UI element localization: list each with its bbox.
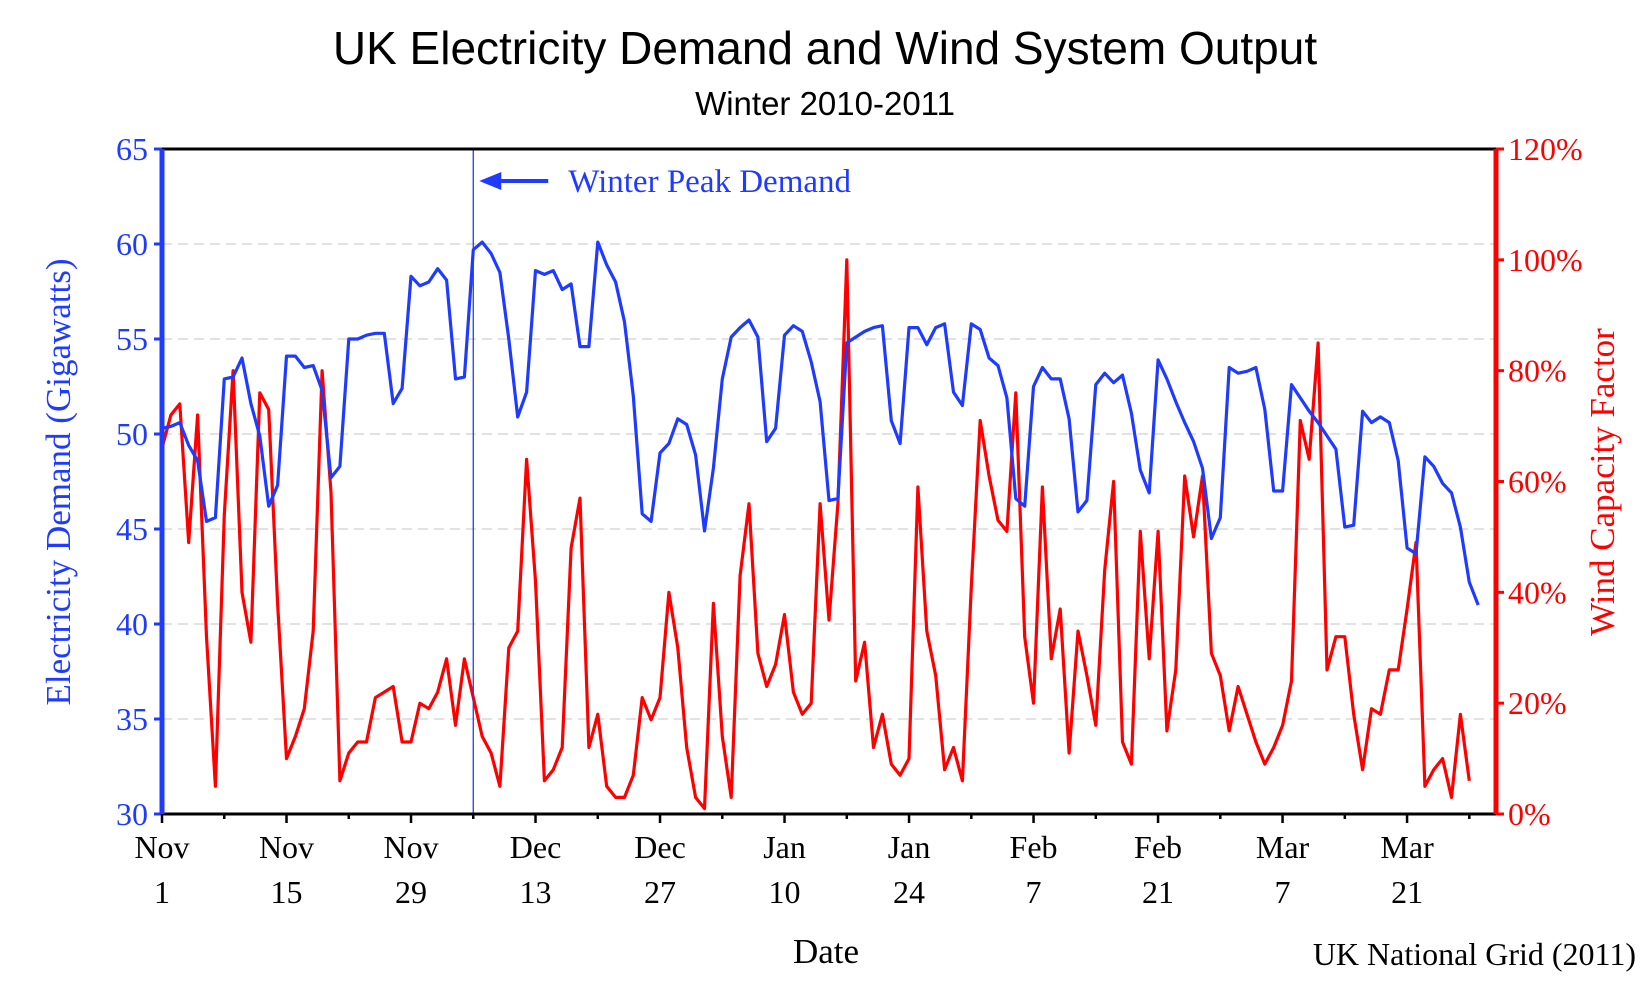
x-tick-month-7: Feb <box>1010 829 1058 865</box>
left-tick-label-1: 35 <box>116 701 148 737</box>
x-axis-ticks: Nov 1 Nov 15 Nov 29 Dec 13 Dec 27 Jan 10 Jan 24 Feb 7 Fe… <box>134 814 1471 910</box>
x-tick-month-2: Nov <box>383 829 438 865</box>
x-tick-month-5: Jan <box>763 829 806 865</box>
left-tick-label-4: 50 <box>116 416 148 452</box>
left-tick-label-6: 60 <box>116 226 148 262</box>
right-tick-label-1: 20% <box>1508 685 1567 721</box>
x-tick-day-5: 10 <box>769 874 801 910</box>
x-tick-day-3: 13 <box>520 874 552 910</box>
peak-demand-label: Winter Peak Demand <box>568 164 851 200</box>
left-axis-label: Electricity Demand (Gigawatts) <box>39 258 78 705</box>
x-tick-month-8: Feb <box>1134 829 1182 865</box>
gridlines <box>162 243 1496 720</box>
left-tick-label-2: 40 <box>116 606 148 642</box>
left-tick-label-3: 45 <box>116 511 148 547</box>
peak-arrow-head <box>479 172 502 190</box>
wind-series-layer <box>160 258 1471 811</box>
x-tick-day-4: 27 <box>644 874 676 910</box>
x-tick-day-8: 21 <box>1142 874 1174 910</box>
right-axis-ticks: 0% 20% 40% 60% 80% 100% 120% <box>1496 131 1583 832</box>
x-tick-day-2: 29 <box>395 874 427 910</box>
x-tick-day-10: 21 <box>1391 874 1423 910</box>
demand-series-layer <box>161 240 1480 606</box>
right-tick-label-2: 40% <box>1508 574 1567 610</box>
annotation-layer: Winter Peak Demand <box>472 149 852 814</box>
right-tick-label-4: 80% <box>1508 353 1567 389</box>
x-tick-month-0: Nov <box>134 829 189 865</box>
x-tick-day-9: 7 <box>1275 874 1291 910</box>
demand-line <box>161 240 1480 606</box>
left-tick-label-5: 55 <box>116 321 148 357</box>
left-tick-label-0: 30 <box>116 796 148 832</box>
left-tick-label-7: 65 <box>116 131 148 167</box>
x-tick-day-7: 7 <box>1026 874 1042 910</box>
x-tick-month-9: Mar <box>1256 829 1310 865</box>
source-credit: UK National Grid (2011) <box>1313 936 1636 972</box>
right-axis-label: Wind Capacity Factor <box>1583 328 1622 636</box>
right-tick-label-0: 0% <box>1508 796 1551 832</box>
right-tick-label-3: 60% <box>1508 464 1567 500</box>
x-tick-month-3: Dec <box>510 829 562 865</box>
x-tick-day-0: 1 <box>154 874 170 910</box>
x-tick-month-4: Dec <box>634 829 686 865</box>
x-tick-day-6: 24 <box>893 874 925 910</box>
chart-title: UK Electricity Demand and Wind System Ou… <box>333 22 1317 74</box>
right-tick-label-6: 120% <box>1508 131 1583 167</box>
x-tick-month-6: Jan <box>888 829 931 865</box>
left-axis-ticks: 30 35 40 45 50 55 60 65 <box>116 131 162 832</box>
x-axis-label: Date <box>793 932 859 971</box>
chart-subtitle: Winter 2010-2011 <box>695 85 955 122</box>
right-tick-label-5: 100% <box>1508 242 1583 278</box>
x-tick-month-1: Nov <box>259 829 314 865</box>
x-tick-day-1: 15 <box>271 874 303 910</box>
wind-line <box>160 258 1471 811</box>
x-tick-month-10: Mar <box>1380 829 1434 865</box>
